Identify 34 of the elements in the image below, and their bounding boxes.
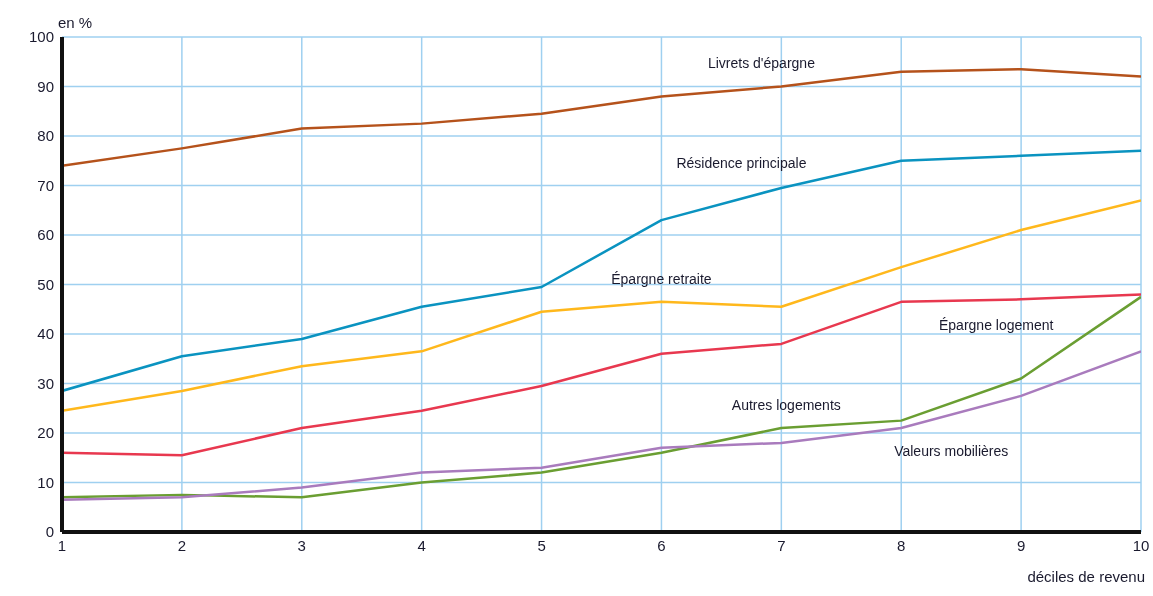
line-series (62, 295, 1141, 499)
series-label: Résidence principale (676, 155, 807, 172)
y-tick-label: 30 (37, 374, 54, 392)
y-tick-label: 70 (37, 176, 54, 194)
x-tick-label: 5 (537, 536, 546, 554)
x-tick-label: 6 (657, 536, 666, 554)
y-tick-label: 10 (37, 473, 54, 491)
x-tick-label: 10 (1132, 536, 1150, 554)
x-tick-label: 3 (297, 536, 306, 554)
x-tick-label: 9 (1016, 536, 1026, 554)
y-tick-label: 40 (37, 325, 54, 343)
x-tick-label: 8 (897, 536, 906, 554)
x-axis-title: déciles de revenu (1027, 567, 1145, 585)
x-tick-label: 1 (57, 536, 67, 554)
x-tick-label: 4 (417, 536, 426, 554)
x-tick-label: 7 (777, 536, 786, 554)
series-label: Épargne logement (939, 316, 1054, 333)
x-tick-label: 2 (177, 536, 187, 554)
y-tick-label: 60 (37, 226, 54, 244)
series-label: Livrets d'épargne (707, 55, 816, 72)
line-series (62, 149, 1141, 393)
y-tick-label: 80 (37, 127, 54, 145)
y-tick-label: 20 (37, 424, 54, 442)
line-series (62, 293, 1141, 457)
line-series (62, 199, 1141, 412)
series-label: Valeurs mobilières (894, 443, 1009, 460)
series-label: Épargne retraite (611, 270, 712, 287)
y-axis-title: en % (58, 14, 93, 31)
series-label: Autres logements (731, 397, 841, 414)
y-tick-label: 100 (28, 28, 54, 46)
line-series (62, 350, 1141, 502)
y-tick-label: 90 (37, 77, 54, 95)
y-tick-label: 0 (45, 523, 54, 541)
y-tick-label: 50 (37, 275, 54, 293)
